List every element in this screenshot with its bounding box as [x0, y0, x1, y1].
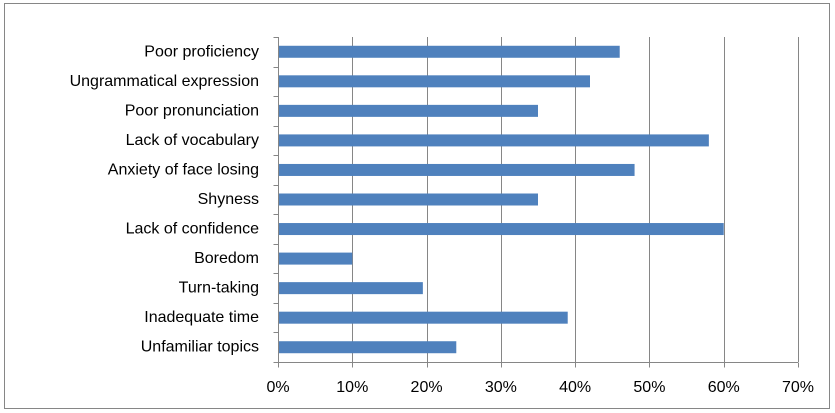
category-label: Ungrammatical expression — [70, 73, 259, 90]
category-label: Lack of confidence — [126, 221, 260, 238]
bar — [278, 104, 538, 117]
category-label: Boredom — [194, 250, 259, 267]
x-tick-label: 40% — [559, 379, 591, 396]
x-tick-labels: 0% 10% 20% 30% 40% 50% 60% 70% — [266, 379, 814, 396]
bar — [278, 193, 538, 206]
x-tick-label: 70% — [782, 379, 814, 396]
bar — [278, 163, 635, 176]
x-tick-label: 60% — [708, 379, 740, 396]
bar — [278, 223, 724, 236]
x-tick-label: 50% — [633, 379, 665, 396]
bar — [278, 75, 590, 88]
bar — [278, 311, 568, 324]
x-tick-label: 30% — [485, 379, 517, 396]
gridlines — [352, 37, 799, 362]
bar — [278, 282, 423, 295]
x-tick-label: 10% — [336, 379, 368, 396]
x-tick-label: 20% — [411, 379, 443, 396]
category-label: Poor proficiency — [144, 43, 259, 60]
bars — [278, 45, 724, 354]
category-label: Poor pronunciation — [125, 102, 259, 119]
bar — [278, 45, 620, 58]
axes — [273, 37, 799, 368]
bar — [278, 341, 457, 354]
category-label: Lack of vocabulary — [126, 132, 259, 149]
bar — [278, 252, 353, 265]
category-label: Anxiety of face losing — [108, 161, 259, 178]
category-label: Turn-taking — [179, 280, 259, 297]
chart-border — [4, 3, 830, 409]
x-tick-label: 0% — [266, 379, 289, 396]
category-label: Shyness — [198, 191, 259, 208]
category-labels: Poor proficiency Ungrammatical expression… — [70, 43, 260, 355]
category-label: Inadequate time — [144, 309, 259, 326]
bar — [278, 134, 709, 147]
category-label: Unfamiliar topics — [141, 339, 259, 356]
